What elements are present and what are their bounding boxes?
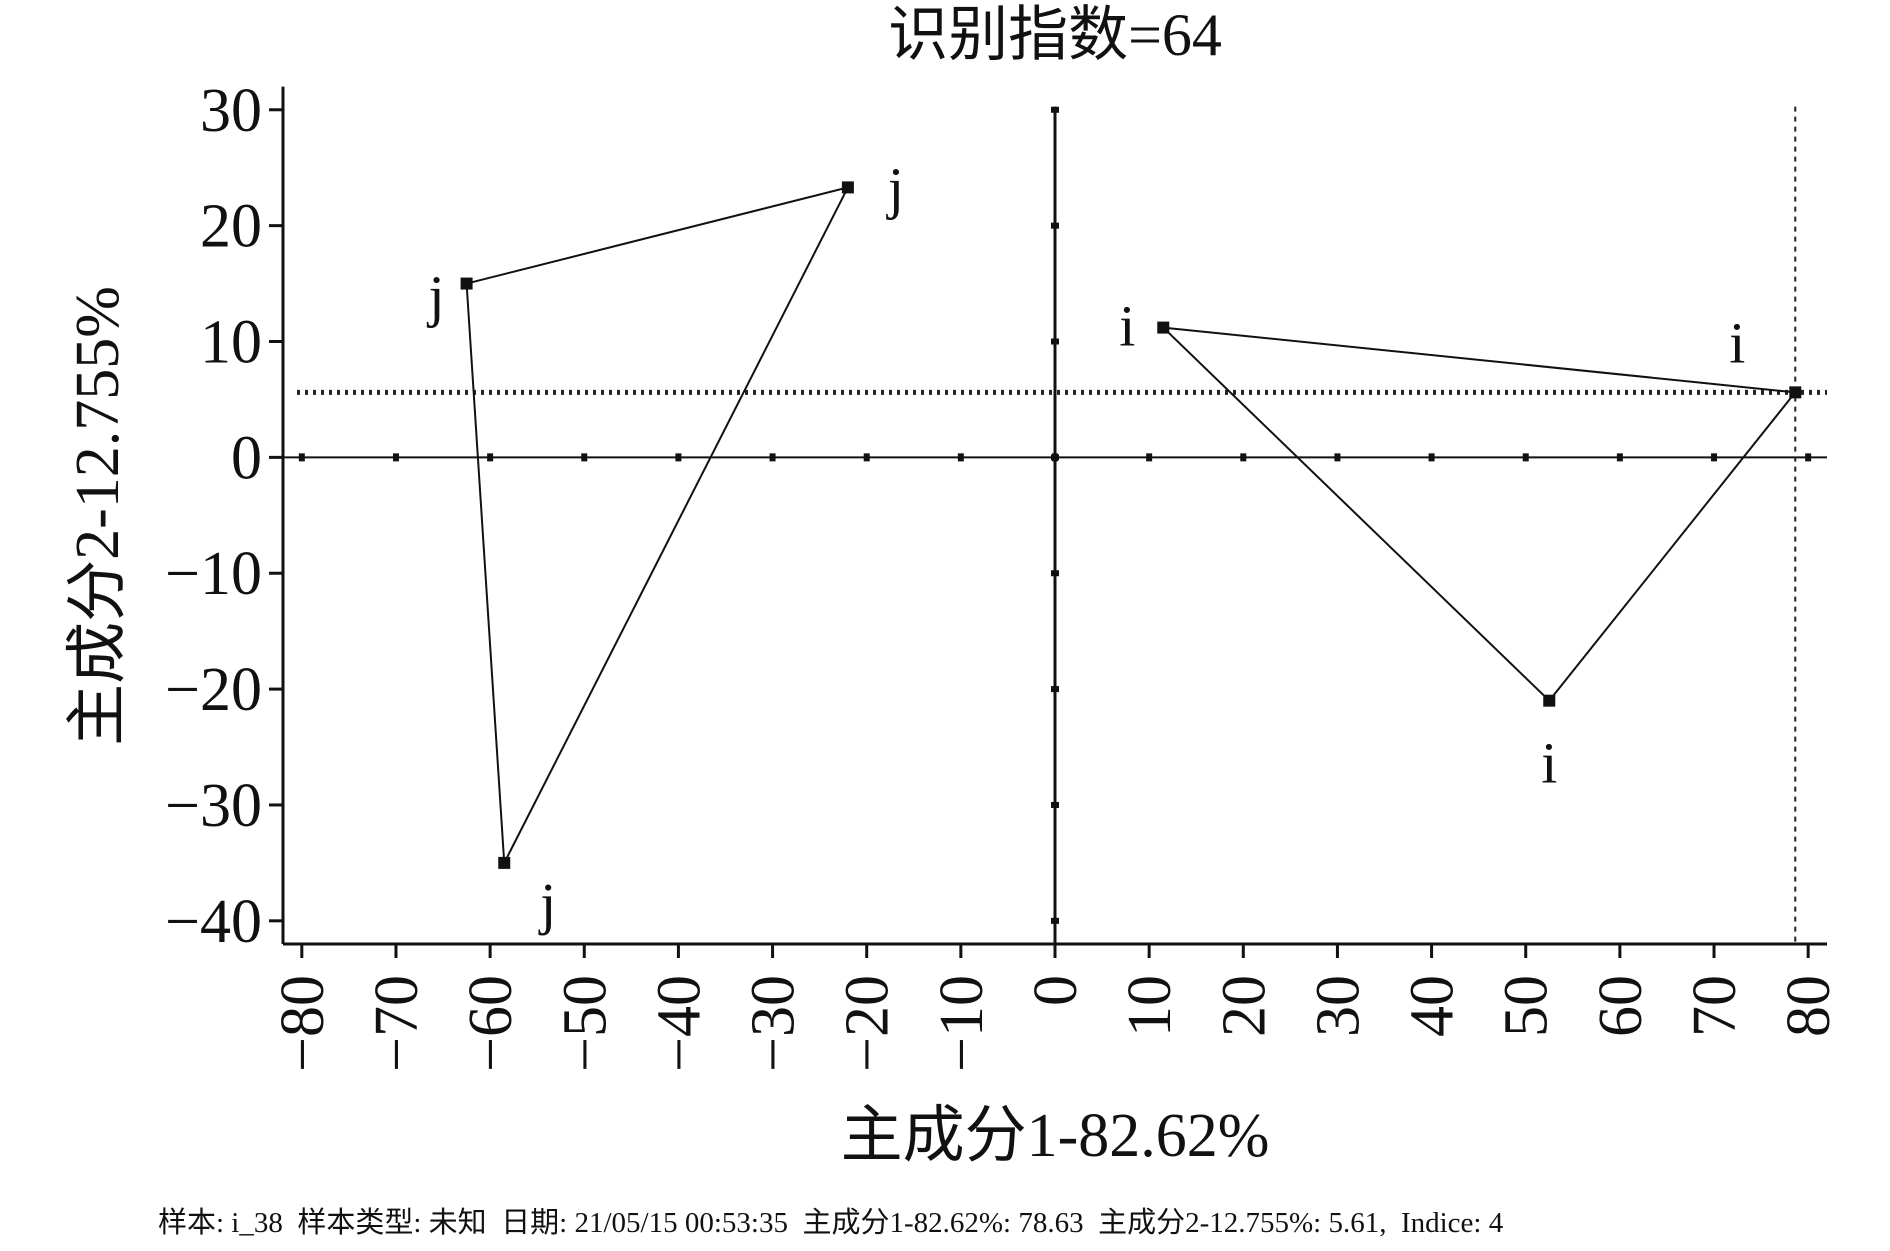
zero-axis-tick	[392, 453, 399, 462]
zero-axis-tick	[1334, 453, 1341, 462]
point-label: j	[427, 264, 445, 329]
status-bar: 样本: i_38 样本类型: 未知 日期: 21/05/15 00:53:35 …	[158, 1206, 1504, 1239]
point-label: i	[1119, 294, 1135, 359]
x-tick-label: 0	[1022, 975, 1090, 1006]
zero-axis-tick	[957, 453, 964, 462]
zero-axis-tick	[1616, 453, 1623, 462]
x-tick-label: −30	[740, 975, 808, 1072]
zero-axis-tick	[1522, 453, 1529, 462]
series-outline	[1160, 326, 1798, 703]
zero-axis-tick	[769, 453, 776, 462]
series-outline	[465, 185, 850, 867]
zero-axis-tick	[298, 453, 305, 462]
zero-axis-tick	[1051, 801, 1059, 808]
point	[1789, 386, 1802, 399]
zero-axis-tick	[1051, 570, 1059, 577]
point-label: j	[538, 871, 556, 936]
x-tick-label: 60	[1587, 975, 1655, 1037]
x-tick-label: 30	[1304, 975, 1372, 1037]
zero-axis-tick	[1051, 106, 1059, 113]
zero-axis-tick	[487, 453, 494, 462]
zero-axis-tick	[1240, 453, 1247, 462]
x-tick-label: 50	[1493, 975, 1561, 1037]
x-tick-label: −80	[269, 975, 337, 1072]
point	[498, 856, 511, 869]
zero-axis-tick	[1146, 453, 1153, 462]
y-tick-label: 30	[200, 77, 262, 145]
y-tick-label: −40	[165, 888, 262, 956]
point-label: j	[886, 155, 904, 220]
zero-axis-tick	[675, 453, 682, 462]
zero-axis-tick	[1805, 453, 1812, 462]
y-axis-title: 主成分2-12.755%	[64, 286, 132, 746]
point	[1543, 694, 1556, 707]
x-tick-label: 80	[1775, 975, 1843, 1037]
x-tick-label: 10	[1116, 975, 1184, 1037]
zero-axis-tick	[581, 453, 588, 462]
x-tick-label: −50	[551, 975, 619, 1072]
point	[460, 277, 473, 290]
y-tick-label: −10	[165, 540, 262, 608]
y-tick-label: −30	[165, 772, 262, 840]
x-tick-label: 70	[1681, 975, 1749, 1037]
y-tick-label: 20	[200, 193, 262, 261]
y-tick-label: 0	[231, 424, 262, 492]
point	[1157, 321, 1170, 334]
zero-axis-tick	[1051, 338, 1059, 345]
zero-axis-tick	[1051, 686, 1059, 693]
x-tick-label: −20	[834, 975, 902, 1072]
y-tick-label: −20	[165, 656, 262, 724]
x-axis-title: 主成分1-82.62%	[841, 1102, 1270, 1170]
point-label: i	[1541, 731, 1557, 796]
x-tick-label: −70	[363, 975, 431, 1072]
zero-axis-tick	[1051, 222, 1059, 229]
point-label: i	[1729, 310, 1745, 375]
y-tick-label: 10	[200, 309, 262, 377]
x-tick-label: 40	[1399, 975, 1467, 1037]
zero-axis-tick	[1711, 453, 1718, 462]
zero-axis-tick	[1052, 453, 1058, 462]
x-tick-label: −60	[457, 975, 525, 1072]
zero-axis-tick	[863, 453, 870, 462]
zero-axis-tick	[1428, 453, 1435, 462]
chart-title: 识别指数=64	[888, 2, 1222, 68]
point	[841, 181, 854, 194]
x-tick-label: 20	[1210, 975, 1278, 1037]
zero-axis-tick	[1051, 917, 1059, 924]
x-tick-label: −10	[928, 975, 996, 1072]
x-tick-label: −40	[645, 975, 713, 1072]
